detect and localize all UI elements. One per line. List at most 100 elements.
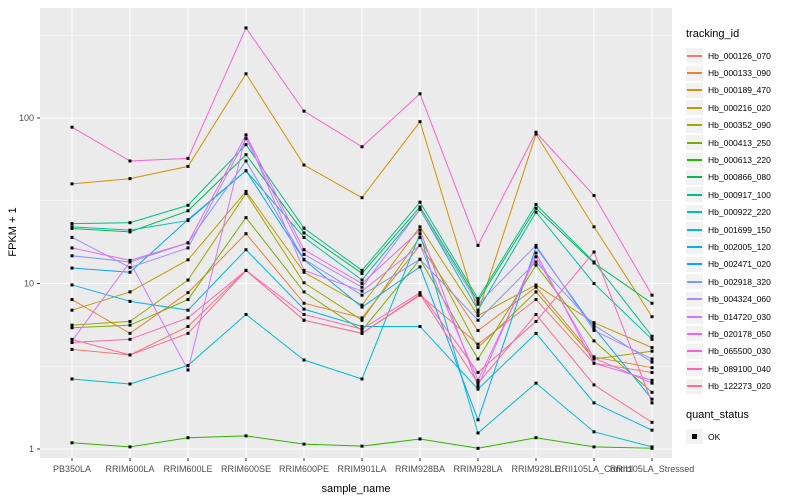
legend-line-icon bbox=[687, 298, 702, 301]
legend-line-icon bbox=[687, 141, 702, 144]
legend-key-swatch bbox=[686, 65, 703, 81]
data-point bbox=[534, 436, 538, 440]
legend-item-Hb_000413_250: Hb_000413_250 bbox=[686, 134, 798, 151]
data-point bbox=[186, 203, 190, 207]
data-point bbox=[244, 232, 248, 236]
data-point bbox=[70, 235, 74, 239]
legend-key-swatch bbox=[686, 117, 703, 133]
data-point bbox=[418, 228, 422, 232]
x-axis-title: sample_name bbox=[321, 483, 391, 495]
legend-line-icon bbox=[687, 106, 702, 109]
legend-item-Hb_122273_020: Hb_122273_020 bbox=[686, 377, 798, 394]
data-point bbox=[418, 92, 422, 96]
data-point bbox=[650, 315, 654, 319]
legend-quant-status: quant_status OK bbox=[686, 409, 798, 445]
data-point bbox=[302, 109, 306, 113]
legend-key-swatch bbox=[686, 274, 703, 290]
data-point bbox=[418, 207, 422, 211]
legend-key-swatch bbox=[686, 239, 703, 255]
data-point bbox=[360, 327, 364, 331]
data-point bbox=[128, 228, 132, 232]
data-point bbox=[186, 324, 190, 328]
data-point bbox=[128, 221, 132, 225]
x-tick-label: RRII105LA_Stressed bbox=[610, 464, 695, 474]
data-point bbox=[186, 246, 190, 250]
data-point bbox=[592, 356, 596, 360]
data-point bbox=[244, 216, 248, 220]
data-point bbox=[302, 307, 306, 311]
data-point bbox=[186, 331, 190, 335]
data-point bbox=[70, 341, 74, 345]
data-point bbox=[534, 255, 538, 259]
data-point bbox=[418, 437, 422, 441]
data-point bbox=[128, 353, 132, 357]
legend-item-Hb_020178_050: Hb_020178_050 bbox=[686, 325, 798, 342]
data-point bbox=[476, 302, 480, 306]
legend-item-label: OK bbox=[708, 431, 721, 442]
data-point bbox=[650, 357, 654, 361]
data-point bbox=[360, 305, 364, 309]
data-point bbox=[476, 357, 480, 361]
legend-line-icon bbox=[687, 385, 702, 388]
data-point bbox=[476, 342, 480, 346]
data-point bbox=[476, 381, 480, 385]
data-point bbox=[70, 226, 74, 230]
legend-item-label: Hb_000413_250 bbox=[708, 137, 771, 148]
legend-item-label: Hb_002918_320 bbox=[708, 276, 771, 287]
legend-item-label: Hb_002471_020 bbox=[708, 259, 771, 270]
legend-item-label: Hb_001699_150 bbox=[708, 224, 771, 235]
data-point bbox=[128, 382, 132, 386]
legend-item-Hb_002918_320: Hb_002918_320 bbox=[686, 273, 798, 290]
legend-key-swatch bbox=[686, 82, 703, 98]
data-point bbox=[360, 316, 364, 320]
data-point bbox=[186, 209, 190, 213]
data-point bbox=[360, 145, 364, 149]
data-point bbox=[592, 225, 596, 229]
legend-key-swatch bbox=[686, 326, 703, 342]
legend-item-Hb_000917_100: Hb_000917_100 bbox=[686, 186, 798, 203]
legend-item-label: Hb_000189_470 bbox=[708, 85, 771, 96]
data-point bbox=[302, 231, 306, 235]
legend-item-ok: OK bbox=[686, 428, 798, 445]
data-point bbox=[592, 361, 596, 365]
x-tick-label: RRIM600LA bbox=[105, 464, 154, 474]
legend-item-label: Hb_000866_080 bbox=[708, 172, 771, 183]
data-point bbox=[534, 260, 538, 264]
data-point bbox=[360, 289, 364, 293]
data-point bbox=[534, 331, 538, 335]
data-point bbox=[70, 326, 74, 330]
data-point bbox=[476, 243, 480, 247]
data-point bbox=[476, 308, 480, 312]
data-point bbox=[70, 339, 74, 343]
data-point bbox=[476, 418, 480, 422]
data-point bbox=[418, 200, 422, 204]
data-point bbox=[360, 331, 364, 335]
data-point bbox=[418, 235, 422, 239]
legend-line-icon bbox=[687, 124, 702, 127]
data-point bbox=[186, 298, 190, 302]
data-point bbox=[418, 120, 422, 124]
data-point bbox=[650, 370, 654, 374]
data-point bbox=[128, 258, 132, 262]
data-point bbox=[70, 298, 74, 302]
legend-line-icon bbox=[687, 211, 702, 214]
data-point bbox=[128, 331, 132, 335]
data-point bbox=[592, 323, 596, 327]
legend-line-icon bbox=[687, 193, 702, 196]
data-point bbox=[302, 358, 306, 362]
data-point bbox=[592, 401, 596, 405]
data-point bbox=[70, 222, 74, 226]
data-point bbox=[302, 290, 306, 294]
legend-line-icon bbox=[687, 89, 702, 92]
data-point bbox=[418, 265, 422, 269]
x-tick-label: RRIM901LA bbox=[337, 464, 386, 474]
data-point bbox=[534, 285, 538, 289]
legend-item-label: Hb_089100_040 bbox=[708, 363, 771, 374]
data-point bbox=[70, 347, 74, 351]
data-point bbox=[592, 250, 596, 254]
legend-title-tracking-id: tracking_id bbox=[686, 28, 740, 40]
data-point bbox=[650, 349, 654, 353]
legend-item-label: Hb_000922_220 bbox=[708, 207, 771, 218]
